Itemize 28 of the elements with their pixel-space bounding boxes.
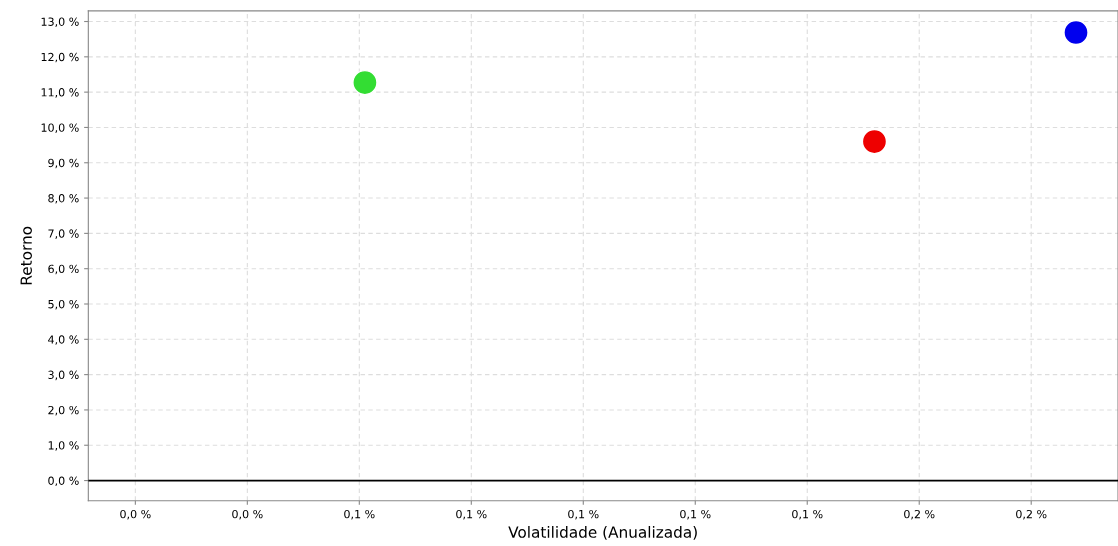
- y-tick-label: 9,0 %: [48, 158, 79, 169]
- point: [352, 69, 378, 96]
- y-tick-label: 10,0 %: [41, 123, 79, 133]
- y-tick-label: 8,0 %: [48, 194, 79, 204]
- point: [1063, 19, 1089, 46]
- y-tick-label: 13,0 %: [41, 17, 79, 28]
- point: [861, 128, 888, 155]
- y-tick-label: 3,0 %: [48, 370, 79, 381]
- y-tick-label: 1,0 %: [48, 441, 79, 451]
- x-tick-label: 0,0 %: [120, 509, 151, 520]
- y-tick-label: 6,0 %: [48, 264, 79, 275]
- y-tick-label: 12,0 %: [41, 52, 79, 63]
- y-tick-label: 5,0 %: [48, 299, 79, 310]
- x-tick-label: 0,1 %: [456, 509, 487, 520]
- x-tick-label: 0,1 %: [680, 509, 711, 520]
- y-axis-title: Retorno: [20, 226, 32, 285]
- x-tick-label: 0,1 %: [792, 509, 823, 520]
- y-tick-label: 7,0 %: [48, 229, 79, 239]
- y-tick-label: 4,0 %: [48, 335, 79, 345]
- x-tick-label: 0,1 %: [344, 509, 375, 520]
- y-tick-label: 2,0 %: [48, 405, 79, 416]
- x-axis-title: Volatilidade (Anualizada): [508, 526, 697, 540]
- x-tick-label: 0,0 %: [232, 509, 263, 520]
- y-tick-label: 0,0 %: [48, 476, 79, 487]
- y-tick-label: 11,0 %: [41, 88, 79, 98]
- x-tick-label: 0,1 %: [568, 509, 599, 520]
- x-tick-label: 0,2 %: [1016, 509, 1047, 520]
- x-tick-label: 0,2 %: [904, 509, 935, 520]
